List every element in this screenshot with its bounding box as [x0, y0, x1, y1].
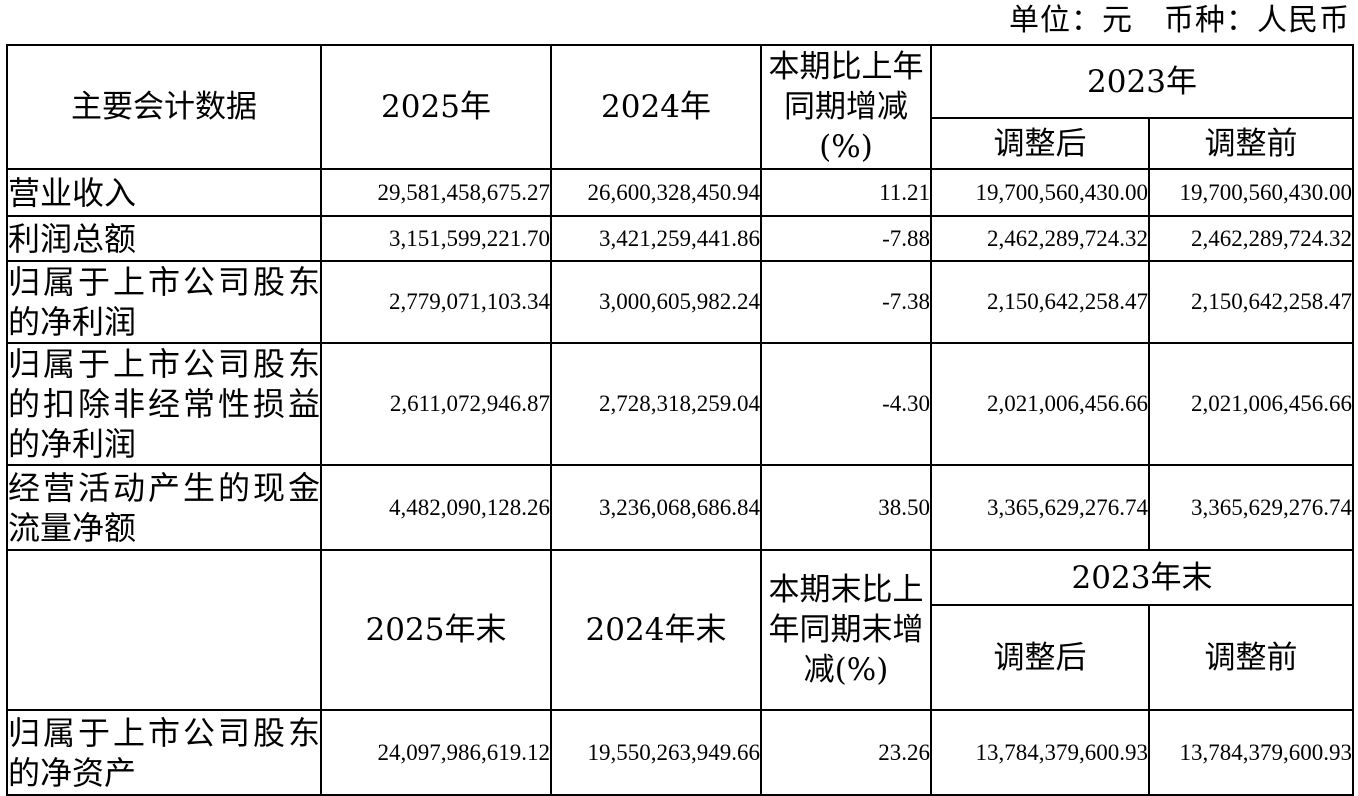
header-year-2025: 2025年: [320, 44, 552, 170]
value-cell-2025: 2,779,071,103.34: [320, 260, 552, 344]
header-adjusted-after: 调整后: [930, 117, 1150, 170]
table-row: 归属于上市公司股东的净利润 2,779,071,103.34 3,000,605…: [6, 260, 1354, 344]
value-cell-2023-before: 19,700,560,430.00: [1148, 168, 1354, 217]
value-cell-2024: 3,421,259,441.86: [550, 215, 762, 262]
table-row: 归属于上市公司股东的扣除非经常性损益的净利润 2,611,072,946.87 …: [6, 342, 1354, 466]
value-cell-2024: 2,728,318,259.04: [550, 342, 762, 466]
value-cell-change: -4.30: [760, 342, 932, 466]
value-cell-2023-adjusted: 13,784,379,600.93: [930, 709, 1150, 796]
header-yearend-2025: 2025年末: [320, 549, 552, 711]
row-label-cell: 归属于上市公司股东的扣除非经常性损益的净利润: [6, 342, 322, 466]
value-cell-2023-before: 2,462,289,724.32: [1148, 215, 1354, 262]
header-adjusted-after: 调整后: [930, 604, 1150, 711]
value-cell-2025: 29,581,458,675.27: [320, 168, 552, 217]
header-yearend-2023: 2023年末: [930, 549, 1354, 606]
header-empty: [6, 549, 322, 711]
row-label-cell: 归属于上市公司股东的净利润: [6, 260, 322, 344]
header-yearend-change: 本期末比上年同期末增减(%): [760, 549, 932, 711]
value-cell-2025: 24,097,986,619.12: [320, 709, 552, 796]
header-row-2: 2025年末 2024年末 本期末比上年同期末增减(%) 2023年末: [6, 549, 1354, 711]
value-cell-change: 38.50: [760, 464, 932, 551]
row-label-cell: 利润总额: [6, 215, 322, 262]
row-label-cell: 归属于上市公司股东的净资产: [6, 709, 322, 796]
value-cell-2023-before: 2,021,006,456.66: [1148, 342, 1354, 466]
header-yearend-2024: 2024年末: [550, 549, 762, 711]
value-cell-2023-before: 13,784,379,600.93: [1148, 709, 1354, 796]
value-cell-2025: 2,611,072,946.87: [320, 342, 552, 466]
financial-summary-table: 主要会计数据 2025年 2024年 本期比上年同期增减(%) 2023年 调整…: [6, 44, 1354, 796]
value-cell-2023-adjusted: 3,365,629,276.74: [930, 464, 1150, 551]
value-cell-2023-before: 3,365,629,276.74: [1148, 464, 1354, 551]
table-row: 经营活动产生的现金流量净额 4,482,090,128.26 3,236,068…: [6, 464, 1354, 551]
table-row: 营业收入 29,581,458,675.27 26,600,328,450.94…: [6, 168, 1354, 217]
header-adjusted-before: 调整前: [1148, 117, 1354, 170]
header-year-2023: 2023年: [930, 44, 1354, 119]
row-label-cell: 经营活动产生的现金流量净额: [6, 464, 322, 551]
value-cell-2023-adjusted: 2,021,006,456.66: [930, 342, 1150, 466]
row-label-cell: 营业收入: [6, 168, 322, 217]
value-cell-change: 11.21: [760, 168, 932, 217]
value-cell-change: -7.88: [760, 215, 932, 262]
value-cell-2024: 19,550,263,949.66: [550, 709, 762, 796]
header-row-1: 主要会计数据 2025年 2024年 本期比上年同期增减(%) 2023年: [6, 44, 1354, 170]
header-year-2024: 2024年: [550, 44, 762, 170]
value-cell-change: 23.26: [760, 709, 932, 796]
header-adjusted-before: 调整前: [1148, 604, 1354, 711]
value-cell-2024: 3,236,068,686.84: [550, 464, 762, 551]
value-cell-2025: 4,482,090,128.26: [320, 464, 552, 551]
header-row-1-sub: 调整后 调整前: [7, 117, 1354, 170]
value-cell-2023-adjusted: 2,150,642,258.47: [930, 260, 1150, 344]
value-cell-2024: 26,600,328,450.94: [550, 168, 762, 217]
value-cell-2023-before: 2,150,642,258.47: [1148, 260, 1354, 344]
header-yoy-change: 本期比上年同期增减(%): [760, 44, 932, 170]
value-cell-2025: 3,151,599,221.70: [320, 215, 552, 262]
table-row: 利润总额 3,151,599,221.70 3,421,259,441.86 -…: [6, 215, 1354, 262]
header-row-2-sub: 调整后 调整前: [7, 604, 1354, 711]
value-cell-change: -7.38: [760, 260, 932, 344]
value-cell-2024: 3,000,605,982.24: [550, 260, 762, 344]
table-row: 归属于上市公司股东的净资产 24,097,986,619.12 19,550,2…: [6, 709, 1354, 796]
value-cell-2023-adjusted: 2,462,289,724.32: [930, 215, 1150, 262]
header-main-metrics: 主要会计数据: [6, 44, 322, 170]
value-cell-2023-adjusted: 19,700,560,430.00: [930, 168, 1150, 217]
unit-currency-label: 单位：元 币种：人民币: [1009, 3, 1350, 38]
